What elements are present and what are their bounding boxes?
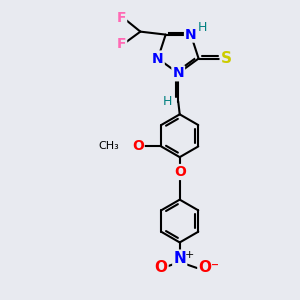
Text: O⁻: O⁻ [198,260,219,275]
Text: H: H [198,21,207,34]
Text: O: O [154,260,167,275]
Text: CH₃: CH₃ [99,141,120,152]
Text: F: F [117,38,126,51]
Text: N: N [185,28,196,42]
Text: N: N [173,251,186,266]
Text: S: S [221,51,232,66]
Text: O: O [174,165,186,179]
Text: +: + [185,250,194,260]
Text: N: N [152,52,164,65]
Text: N: N [172,66,184,80]
Text: O: O [132,140,144,153]
Text: H: H [163,95,172,108]
Text: F: F [117,11,126,25]
